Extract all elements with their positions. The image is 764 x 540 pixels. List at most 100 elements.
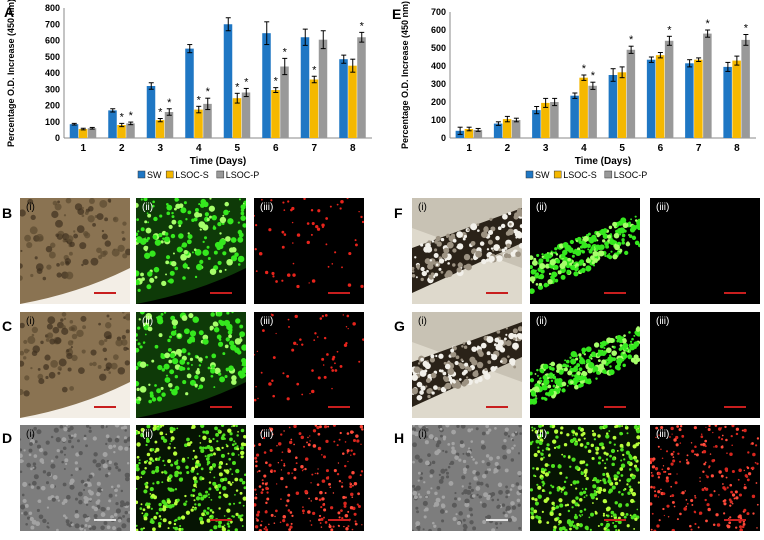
bar-lsoc-p [511, 120, 521, 138]
red-cell [282, 519, 286, 523]
green-cell [591, 429, 595, 433]
tissue-spot [84, 211, 89, 215]
green-cell [549, 259, 556, 266]
green-cell [592, 369, 596, 373]
green-cell [586, 441, 590, 446]
green-cell [605, 458, 609, 461]
cell-spot [93, 452, 98, 457]
green-cell [579, 491, 584, 496]
red-cell [650, 485, 653, 489]
bar-lsoc-p [550, 102, 559, 138]
bar-lsoc-s [155, 120, 165, 138]
scaffold-cell [417, 267, 420, 270]
green-cell [573, 524, 576, 527]
red-cell [290, 438, 293, 441]
green-cell [621, 233, 626, 238]
green-cell [580, 471, 584, 476]
green-cell [534, 386, 540, 392]
red-cell [665, 450, 669, 453]
green-cell [165, 255, 171, 260]
scaffold-cell [517, 333, 522, 340]
green-cell [630, 515, 635, 520]
green-cell [612, 513, 617, 518]
red-cell [751, 468, 754, 471]
scaffold-cell [417, 362, 421, 365]
cell-spot [26, 516, 31, 520]
red-cell [360, 470, 364, 473]
scaffold-cell [487, 239, 493, 245]
green-cell [609, 359, 613, 363]
green-cell [572, 437, 577, 442]
green-cell [590, 495, 595, 500]
significance-marker: * [312, 64, 317, 76]
red-cell [355, 434, 359, 438]
green-cell [530, 515, 535, 520]
red-cell [310, 233, 313, 236]
cell-spot [96, 481, 101, 486]
green-cell [174, 488, 178, 491]
cell-spot [505, 489, 510, 495]
green-cell [603, 451, 607, 455]
cell-spot [464, 525, 468, 530]
green-cell [560, 426, 564, 430]
green-cell [540, 269, 545, 274]
cell-spot [38, 514, 44, 520]
cell-spot [464, 498, 470, 504]
cell-spot [437, 527, 442, 531]
green-cell [557, 387, 561, 391]
red-cell [699, 477, 701, 479]
cell-spot [494, 427, 497, 430]
red-cell [296, 382, 300, 386]
green-cell [170, 233, 176, 239]
red-cell [258, 251, 263, 256]
red-cell [256, 513, 260, 517]
tissue-spot [102, 347, 107, 353]
green-cell [204, 212, 209, 217]
tissue-spot [73, 233, 79, 239]
red-cell [751, 494, 756, 499]
sublabel: (i) [26, 316, 35, 327]
green-cell [158, 502, 162, 507]
green-cell [575, 434, 578, 437]
scaffold-cell [504, 337, 507, 341]
scaffold-cell [442, 371, 447, 376]
scaffold-cell [516, 232, 521, 237]
red-cell [309, 520, 311, 522]
cell-spot [121, 523, 127, 529]
green-cell [226, 312, 230, 315]
green-cell [160, 240, 164, 244]
green-cell [140, 476, 143, 479]
cell-spot [114, 488, 118, 493]
cell-spot [96, 491, 101, 497]
scale-bar [724, 406, 746, 408]
green-cell [598, 250, 605, 257]
scaffold-cell [431, 391, 435, 395]
green-cell [579, 509, 583, 513]
green-cell [198, 384, 204, 389]
red-cell [261, 488, 264, 491]
cell-spot [100, 525, 105, 530]
legend-label: LSOC-P [226, 170, 260, 180]
tissue-spot [66, 352, 73, 360]
tissue-spot [122, 253, 128, 259]
red-cell [300, 435, 304, 440]
cell-spot [482, 520, 487, 524]
red-cell [262, 329, 265, 333]
significance-marker: * [667, 24, 672, 36]
green-cell [161, 392, 166, 397]
tissue-spot [23, 356, 27, 360]
green-fluorescence-image [136, 198, 246, 304]
red-cell [728, 517, 730, 520]
green-cell [537, 519, 542, 524]
cell-spot [502, 511, 506, 515]
red-cell [268, 463, 272, 467]
cell-spot [85, 444, 88, 448]
legend-label: LSOC-S [175, 170, 209, 180]
red-cell [311, 389, 315, 394]
green-cell [607, 479, 612, 484]
red-cell [285, 504, 288, 507]
green-cell [619, 339, 623, 344]
cell-spot [507, 493, 511, 497]
red-cell [361, 428, 364, 431]
green-cell [558, 520, 562, 524]
